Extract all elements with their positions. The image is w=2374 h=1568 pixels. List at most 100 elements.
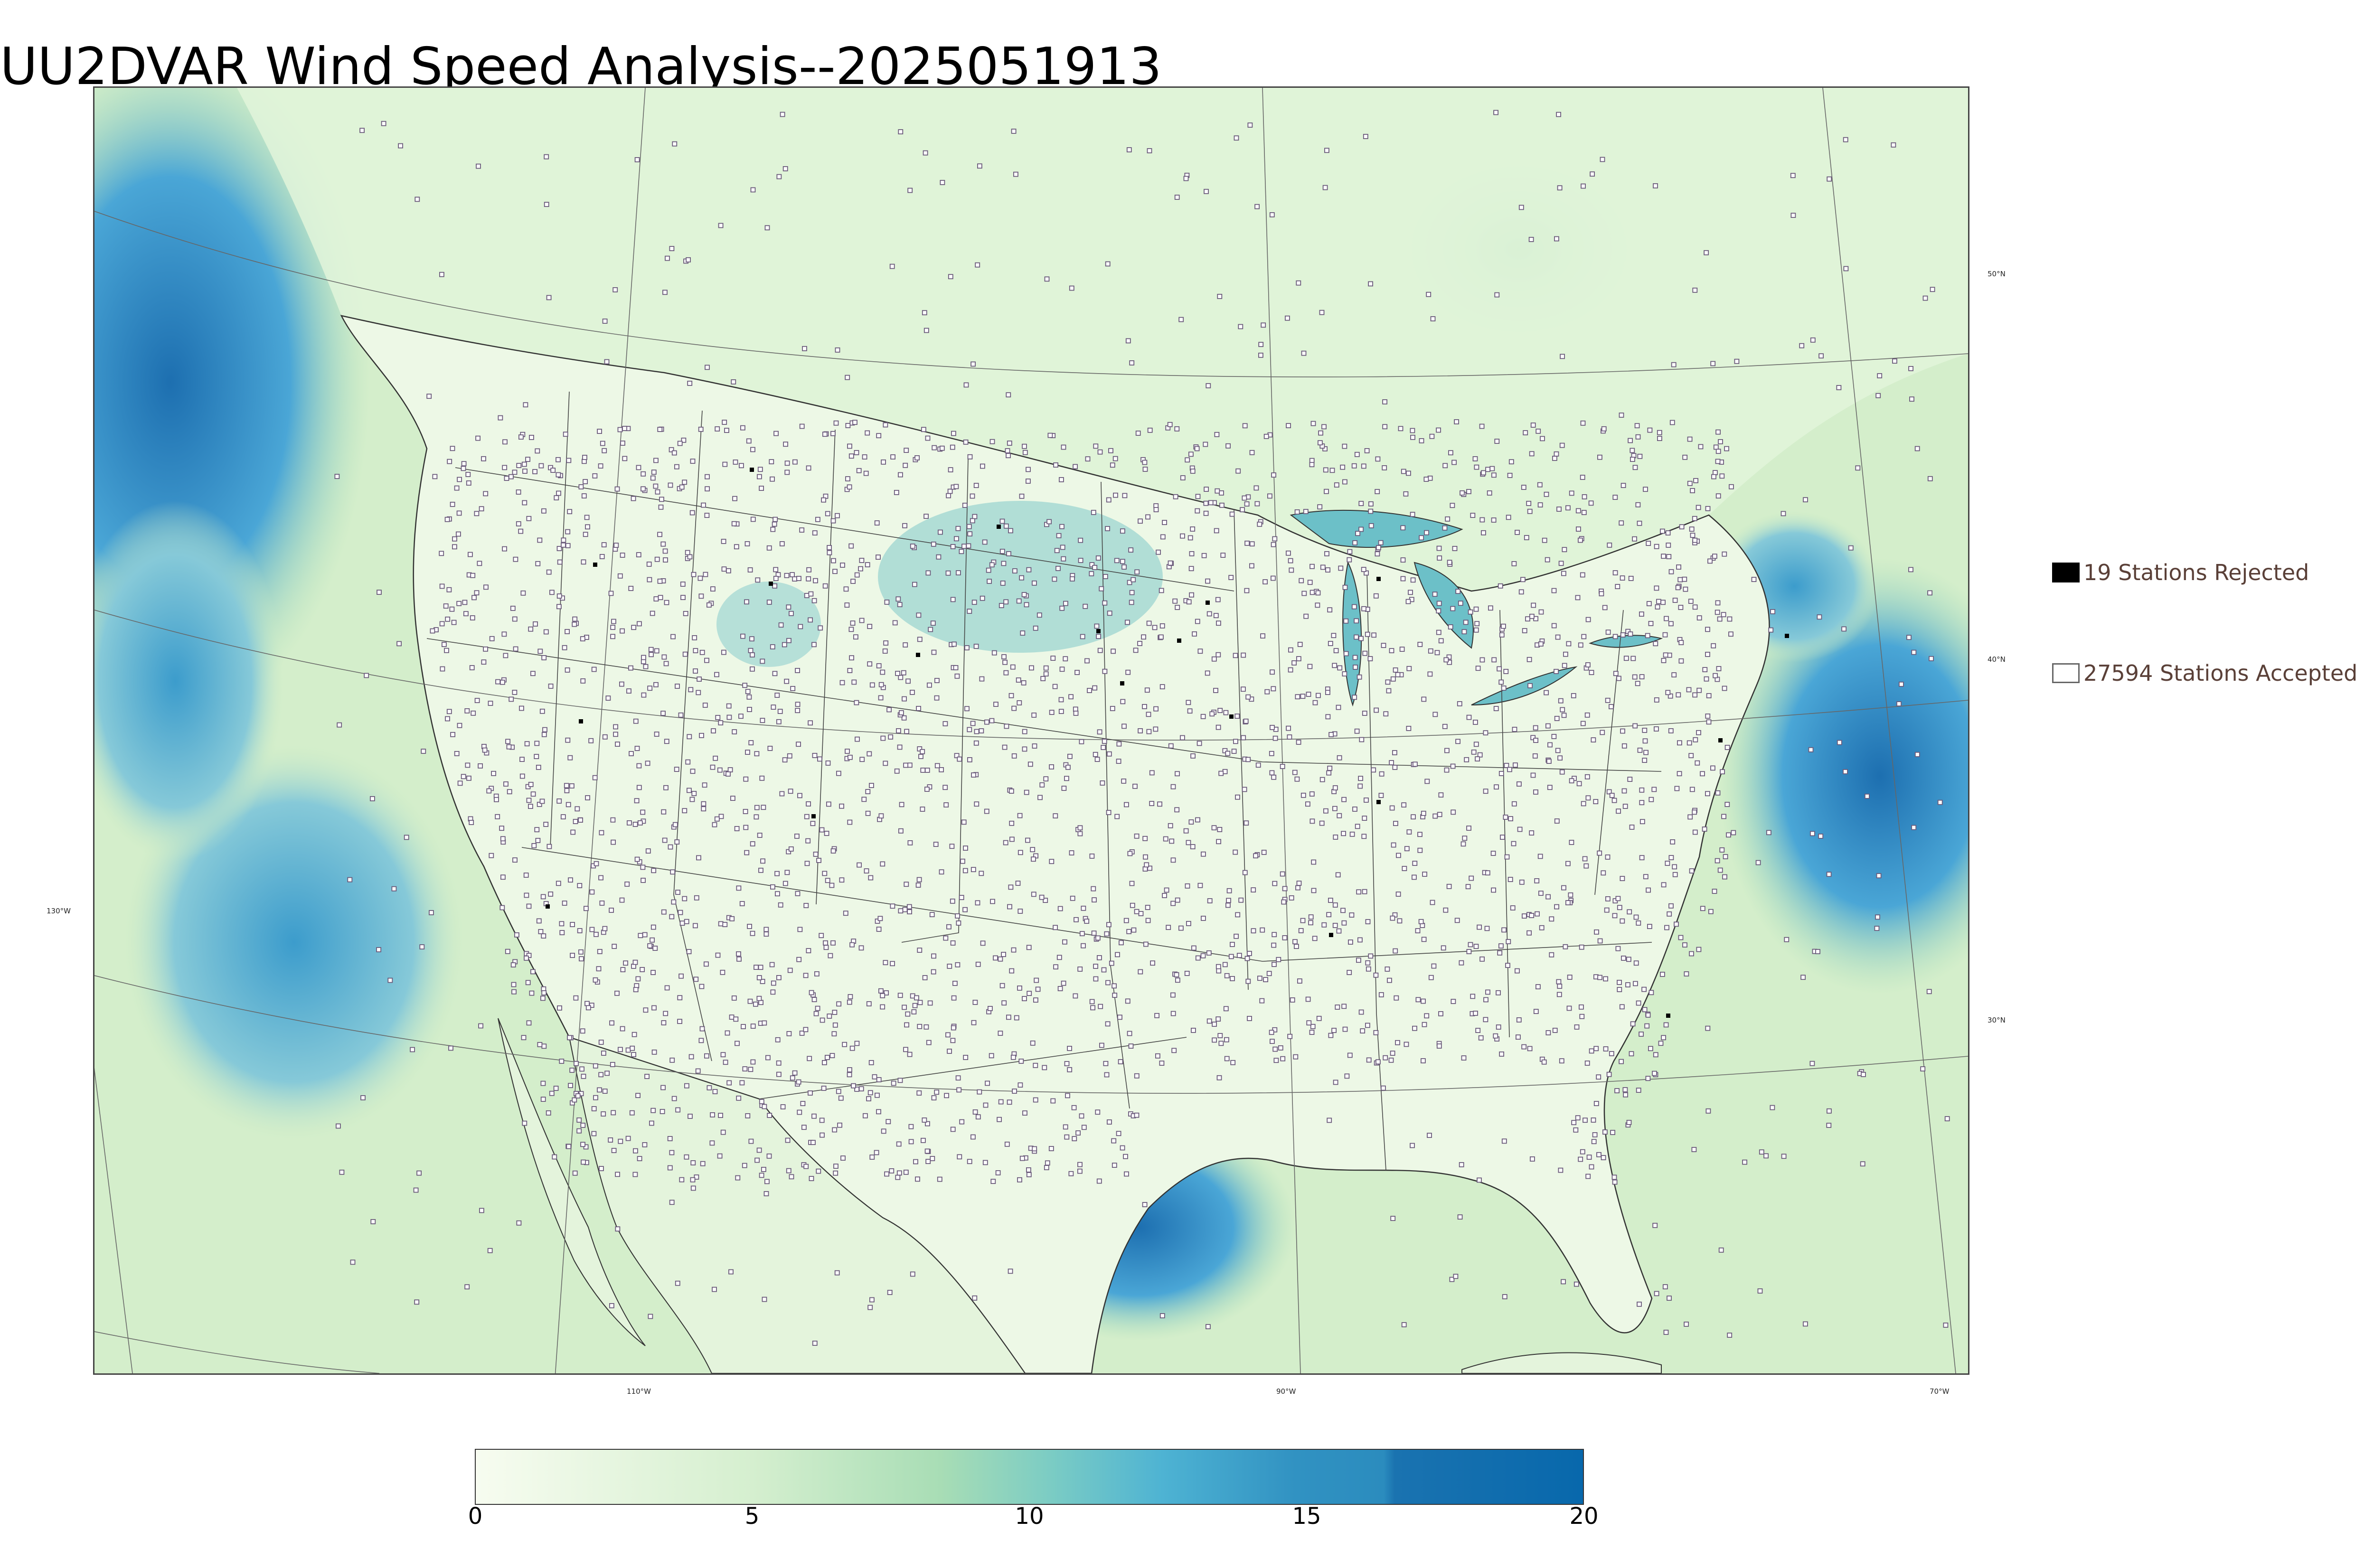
accepted-station [923,1024,929,1030]
accepted-station [610,1061,615,1067]
accepted-station [1790,173,1796,178]
accepted-station [1635,502,1641,507]
accepted-station [956,1087,962,1093]
accepted-station [414,1299,420,1305]
accepted-station [874,1150,879,1155]
accepted-station [853,634,858,640]
accepted-station [1309,791,1315,797]
accepted-station [1480,530,1486,535]
accepted-station [806,948,811,953]
accepted-station [1226,888,1232,893]
accepted-station [1061,980,1066,986]
accepted-station [939,767,944,772]
accepted-station [1020,630,1026,636]
accepted-station [1362,889,1367,894]
accepted-station [1593,1101,1599,1107]
accepted-station [1512,762,1518,768]
accepted-station [1368,281,1374,287]
accepted-station [1639,800,1645,806]
rejected-station [997,525,1001,529]
accepted-station [1214,432,1220,437]
accepted-station [620,441,625,446]
accepted-station [875,1092,880,1098]
accepted-station [556,490,561,496]
accepted-station [1609,793,1615,798]
accepted-station [1261,850,1267,855]
accepted-station [674,464,679,469]
accepted-station [1241,735,1246,741]
accepted-station [1684,971,1689,976]
accepted-station [1496,1024,1501,1030]
accepted-station [723,1060,728,1065]
accepted-station [1147,148,1152,153]
accepted-station [1079,931,1085,937]
accepted-station [868,875,874,881]
accepted-station [1646,541,1651,546]
accepted-station [1780,511,1786,516]
accepted-station [1186,921,1191,926]
accepted-station [790,572,795,577]
accepted-station [1120,1145,1125,1151]
accepted-station [1188,566,1194,572]
accepted-station [1019,575,1024,581]
accepted-station [1305,801,1310,807]
accepted-station [682,651,688,657]
accepted-station [512,690,518,695]
accepted-station [1172,598,1178,604]
accepted-station [917,746,923,751]
accepted-station [973,740,979,746]
accepted-station [1545,557,1550,563]
accepted-station [1195,955,1201,961]
accepted-station [955,1075,961,1081]
accepted-station [1491,657,1497,663]
accepted-station [772,521,777,527]
accepted-station [1074,917,1079,922]
accepted-station [1450,763,1456,769]
accepted-station [754,1157,760,1163]
accepted-station [825,878,830,883]
accepted-station [777,709,783,714]
accepted-station [1142,836,1148,841]
accepted-station [823,945,829,950]
accepted-station [483,646,488,652]
accepted-station [1094,623,1100,629]
accepted-station [1079,739,1084,744]
accepted-station [750,447,755,452]
accepted-station [1428,648,1433,654]
accepted-station [1190,526,1196,532]
accepted-station [783,441,788,447]
accepted-station [720,1129,726,1135]
accepted-station [1305,996,1311,1002]
accepted-station [1663,652,1668,658]
accepted-station [1585,795,1591,801]
accepted-station [1604,907,1610,913]
accepted-station [1588,500,1594,506]
accepted-station [1312,936,1318,941]
accepted-station [1706,719,1712,725]
accepted-station [859,757,865,762]
accepted-station [1260,633,1266,638]
accepted-station [1422,1022,1427,1027]
accepted-station [725,771,731,777]
accepted-station [1727,1333,1733,1338]
accepted-station [1710,765,1715,771]
accepted-station [468,552,473,557]
accepted-station [1705,652,1710,657]
accepted-station [1601,870,1606,876]
accepted-station [1337,755,1342,761]
accepted-station [830,518,836,524]
accepted-station [1008,789,1014,794]
accepted-station [1491,517,1497,523]
accepted-station [1613,671,1619,676]
accepted-station [1332,923,1338,928]
accepted-station [1276,957,1281,962]
accepted-station [1124,620,1130,625]
accepted-station [432,474,438,479]
accepted-station [1043,898,1048,903]
accepted-station [650,924,656,930]
accepted-station [715,426,720,432]
accepted-station [1600,730,1605,735]
accepted-station [836,1001,842,1007]
accepted-station [1648,1046,1653,1052]
accepted-station [1149,770,1155,776]
